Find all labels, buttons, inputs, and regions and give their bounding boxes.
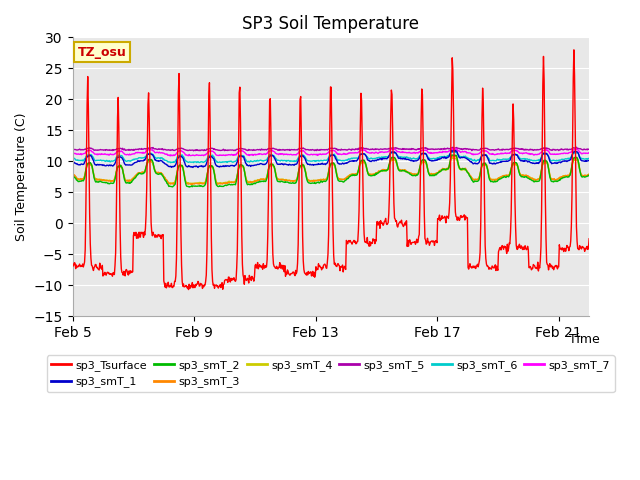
Title: SP3 Soil Temperature: SP3 Soil Temperature: [243, 15, 419, 33]
sp3_smT_3: [381, 167, 388, 173]
sp3_smT_5: [337, 147, 344, 153]
sp3_smT_7: [465, 150, 472, 156]
sp3_smT_1: [127, 162, 135, 168]
Line: sp3_smT_1: sp3_smT_1: [72, 150, 589, 168]
sp3_smT_4: [198, 180, 206, 186]
sp3_smT_6: [167, 160, 175, 166]
sp3_smT_1: [138, 158, 146, 164]
sp3_smT_7: [127, 151, 135, 157]
Legend: sp3_Tsurface, sp3_smT_1, sp3_smT_2, sp3_smT_3, sp3_smT_4, sp3_smT_5, sp3_smT_6, : sp3_Tsurface, sp3_smT_1, sp3_smT_2, sp3_…: [47, 356, 614, 392]
sp3_Tsurface: [585, 236, 593, 241]
sp3_smT_6: [127, 158, 135, 164]
sp3_smT_1: [585, 157, 593, 163]
sp3_smT_1: [337, 161, 344, 167]
sp3_smT_1: [381, 156, 388, 161]
sp3_Tsurface: [127, 268, 135, 274]
sp3_smT_4: [465, 170, 472, 176]
Line: sp3_smT_6: sp3_smT_6: [72, 151, 589, 163]
sp3_smT_3: [337, 177, 344, 183]
sp3_smT_4: [68, 172, 76, 178]
sp3_smT_6: [138, 155, 146, 161]
sp3_smT_7: [68, 150, 76, 156]
sp3_smT_4: [127, 177, 135, 182]
sp3_smT_2: [585, 173, 593, 179]
sp3_smT_4: [585, 171, 593, 177]
sp3_smT_2: [337, 179, 344, 184]
sp3_smT_5: [189, 148, 197, 154]
sp3_smT_4: [449, 155, 456, 161]
sp3_smT_5: [138, 146, 146, 152]
sp3_Tsurface: [185, 287, 193, 292]
sp3_smT_7: [174, 149, 182, 155]
sp3_Tsurface: [570, 47, 578, 53]
sp3_Tsurface: [138, 229, 146, 235]
sp3_Tsurface: [337, 264, 344, 269]
sp3_smT_6: [465, 156, 472, 161]
sp3_smT_7: [138, 149, 146, 155]
Line: sp3_smT_2: sp3_smT_2: [72, 155, 589, 187]
Text: Time: Time: [569, 333, 600, 346]
sp3_smT_6: [68, 156, 76, 161]
sp3_smT_6: [449, 148, 456, 154]
sp3_smT_4: [337, 177, 344, 182]
sp3_smT_1: [452, 147, 460, 153]
sp3_smT_2: [127, 180, 135, 185]
sp3_smT_1: [465, 157, 472, 163]
sp3_smT_3: [451, 153, 458, 159]
sp3_smT_2: [381, 168, 388, 173]
sp3_smT_2: [173, 169, 181, 175]
sp3_smT_6: [585, 156, 593, 162]
sp3_smT_7: [166, 153, 174, 159]
sp3_smT_5: [68, 147, 76, 153]
sp3_smT_2: [68, 173, 76, 179]
sp3_Tsurface: [68, 261, 76, 266]
sp3_smT_7: [381, 150, 388, 156]
sp3_Tsurface: [173, 208, 181, 214]
sp3_smT_3: [68, 171, 76, 177]
sp3_smT_4: [138, 170, 146, 176]
sp3_smT_3: [465, 170, 472, 176]
sp3_smT_6: [337, 157, 344, 163]
sp3_smT_5: [381, 146, 388, 152]
sp3_smT_1: [173, 156, 181, 162]
Line: sp3_smT_7: sp3_smT_7: [72, 148, 589, 156]
Text: TZ_osu: TZ_osu: [77, 46, 127, 59]
sp3_smT_3: [127, 177, 135, 182]
sp3_smT_4: [381, 168, 388, 173]
sp3_smT_5: [173, 146, 181, 152]
sp3_smT_5: [585, 146, 593, 152]
sp3_smT_7: [450, 145, 458, 151]
sp3_smT_6: [381, 154, 388, 160]
sp3_smT_1: [68, 159, 76, 165]
Line: sp3_smT_4: sp3_smT_4: [72, 158, 589, 183]
sp3_Tsurface: [381, 218, 388, 224]
sp3_smT_7: [337, 151, 344, 157]
sp3_smT_2: [448, 152, 456, 158]
sp3_smT_7: [585, 150, 593, 156]
sp3_smT_2: [186, 184, 193, 190]
sp3_smT_3: [138, 169, 146, 175]
sp3_smT_2: [138, 171, 146, 177]
sp3_smT_4: [173, 169, 181, 175]
sp3_Tsurface: [464, 264, 472, 270]
Line: sp3_smT_3: sp3_smT_3: [72, 156, 589, 184]
sp3_smT_1: [194, 165, 202, 170]
sp3_smT_3: [585, 172, 593, 178]
Line: sp3_smT_5: sp3_smT_5: [72, 147, 589, 151]
Y-axis label: Soil Temperature (C): Soil Temperature (C): [15, 113, 28, 241]
sp3_smT_3: [173, 170, 181, 176]
sp3_smT_5: [449, 144, 457, 150]
Line: sp3_Tsurface: sp3_Tsurface: [72, 50, 589, 289]
sp3_smT_2: [465, 171, 472, 177]
sp3_smT_6: [174, 153, 182, 159]
sp3_smT_3: [188, 181, 195, 187]
sp3_smT_5: [465, 147, 472, 153]
sp3_smT_5: [127, 146, 135, 152]
